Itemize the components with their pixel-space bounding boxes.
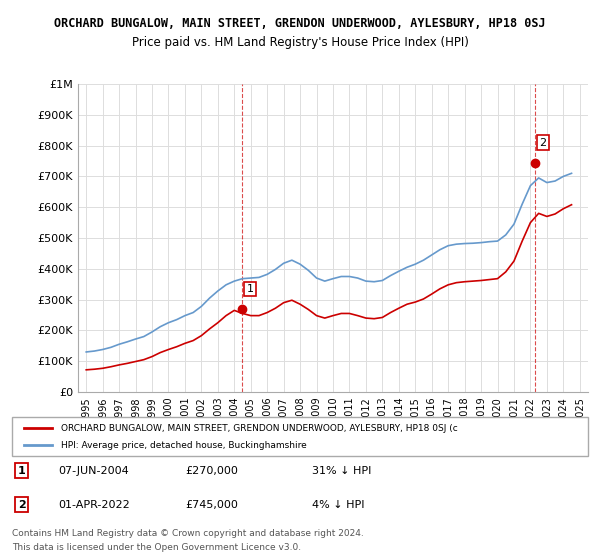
Text: 1: 1 [247, 284, 253, 294]
Text: 31% ↓ HPI: 31% ↓ HPI [311, 465, 371, 475]
Text: 07-JUN-2004: 07-JUN-2004 [58, 465, 129, 475]
Text: HPI: Average price, detached house, Buckinghamshire: HPI: Average price, detached house, Buck… [61, 441, 307, 450]
Text: 2: 2 [18, 500, 26, 510]
Text: Contains HM Land Registry data © Crown copyright and database right 2024.: Contains HM Land Registry data © Crown c… [12, 529, 364, 538]
FancyBboxPatch shape [12, 417, 588, 456]
Text: 4% ↓ HPI: 4% ↓ HPI [311, 500, 364, 510]
Text: This data is licensed under the Open Government Licence v3.0.: This data is licensed under the Open Gov… [12, 543, 301, 552]
Text: 1: 1 [18, 465, 26, 475]
Text: Price paid vs. HM Land Registry's House Price Index (HPI): Price paid vs. HM Land Registry's House … [131, 36, 469, 49]
Text: 2: 2 [539, 138, 547, 148]
Text: 01-APR-2022: 01-APR-2022 [58, 500, 130, 510]
Text: ORCHARD BUNGALOW, MAIN STREET, GRENDON UNDERWOOD, AYLESBURY, HP18 0SJ (c: ORCHARD BUNGALOW, MAIN STREET, GRENDON U… [61, 424, 458, 433]
Text: ORCHARD BUNGALOW, MAIN STREET, GRENDON UNDERWOOD, AYLESBURY, HP18 0SJ: ORCHARD BUNGALOW, MAIN STREET, GRENDON U… [54, 17, 546, 30]
Text: £745,000: £745,000 [185, 500, 238, 510]
Text: £270,000: £270,000 [185, 465, 238, 475]
